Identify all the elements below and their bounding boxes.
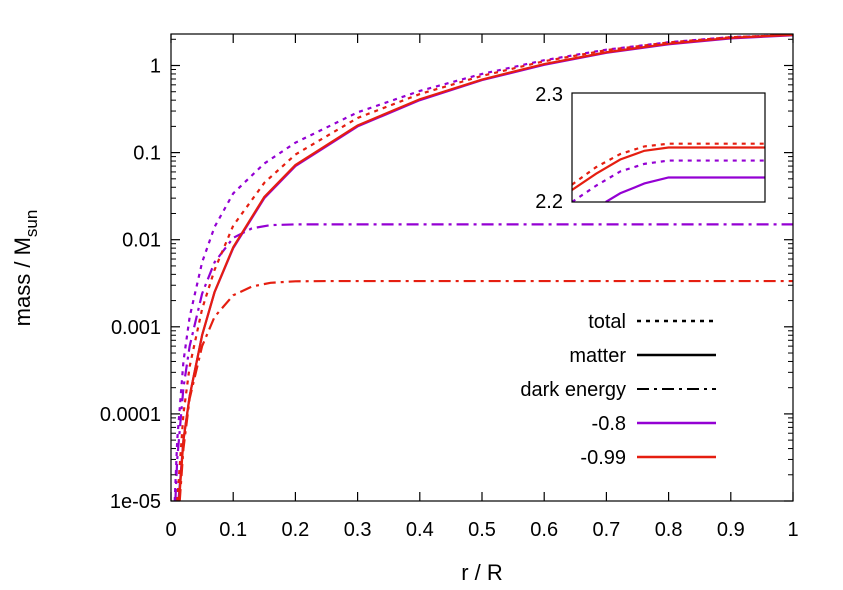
x-tick-label: 1 (787, 519, 798, 541)
inset-series-matter-minus-0-99 (572, 146, 765, 191)
x-tick-label: 0.2 (281, 519, 309, 541)
legend-label-matter: matter (569, 345, 626, 367)
x-tick-label: 0.7 (592, 519, 620, 541)
legend-label-minus-0-8: -0.8 (592, 413, 626, 435)
y-tick-label: 0.0001 (100, 404, 161, 426)
inset-series-layer (572, 142, 765, 202)
y-tick-label: 1 (150, 56, 161, 78)
x-tick-label: 0.6 (530, 519, 558, 541)
series-dark-energy-minus-0-8 (174, 223, 793, 502)
y-axis: 1e-05 0.0001 0.001 0.01 0.1 1 (100, 38, 793, 513)
y-tick-label: 1e-05 (110, 491, 161, 513)
inset-y-tick-bottom: 2.2 (535, 191, 563, 213)
series-matter-minus-0-99 (177, 33, 794, 502)
y-axis-label: mass / Msun (10, 210, 41, 327)
x-tick-label: 0.9 (717, 519, 745, 541)
legend-label-dark-energy: dark energy (520, 379, 626, 401)
legend-label-total: total (588, 311, 626, 333)
x-tick-label: 0.3 (344, 519, 372, 541)
legend-label-minus-0-99: -0.99 (580, 447, 626, 469)
y-tick-label: 0.1 (133, 143, 161, 165)
x-tick-label: 0.8 (655, 519, 683, 541)
inset-frame (571, 92, 766, 203)
x-tick-label: 0.1 (219, 519, 247, 541)
y-tick-label: 0.001 (111, 317, 161, 339)
x-tick-label: 0.4 (406, 519, 434, 541)
series-total-minus-0-8 (173, 33, 794, 502)
legend: total matter dark energy -0.8 -0.99 (520, 311, 716, 469)
inset-series-total-minus-0-8 (572, 159, 765, 202)
x-axis: 0 0.1 0.2 0.3 0.4 0.5 0.6 0.7 0.8 0.9 1 (165, 34, 799, 541)
y-tick-label: 0.01 (122, 230, 161, 252)
x-tick-label: 0.5 (468, 519, 496, 541)
inset-series-matter-minus-0-8 (605, 176, 765, 202)
series-total-minus-0-99 (176, 33, 794, 502)
inset-series-total-minus-0-99 (572, 142, 765, 186)
x-axis-label: r / R (461, 560, 503, 585)
x-tick-label: 0 (165, 519, 176, 541)
y-axis-label-main: mass / M (10, 237, 35, 326)
series-dark-energy-minus-0-99 (178, 279, 793, 502)
main-series-layer (173, 33, 794, 502)
inset-y-tick-top: 2.3 (535, 84, 563, 106)
y-axis-label-subscript: sun (22, 210, 41, 237)
